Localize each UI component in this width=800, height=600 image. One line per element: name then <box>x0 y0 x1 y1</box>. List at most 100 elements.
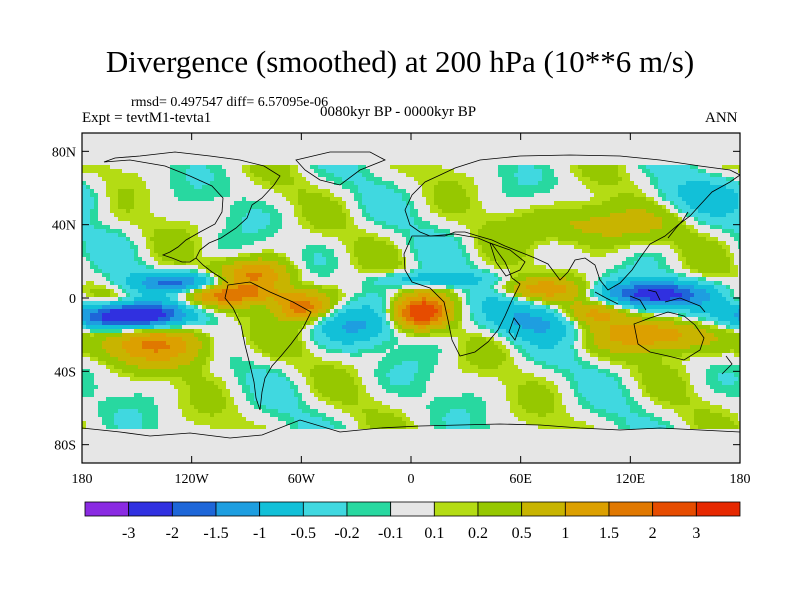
field-cell <box>538 169 543 174</box>
field-cell <box>394 229 399 234</box>
field-cell <box>490 173 495 178</box>
field-cell <box>654 245 659 250</box>
field-cell <box>678 149 683 154</box>
field-cell <box>582 169 587 174</box>
field-cell <box>98 253 103 258</box>
field-cell <box>390 237 395 242</box>
field-cell <box>366 189 371 194</box>
field-cell <box>610 189 615 194</box>
field-cell <box>670 233 675 238</box>
field-cell <box>202 149 207 154</box>
field-cell <box>630 197 635 202</box>
field-cell <box>506 173 511 178</box>
field-cell <box>698 177 703 182</box>
field-cell <box>518 145 523 150</box>
field-cell <box>582 217 587 222</box>
field-cell <box>474 185 479 190</box>
field-cell <box>574 161 579 166</box>
field-cell <box>90 177 95 182</box>
field-cell <box>574 185 579 190</box>
field-cell <box>222 249 227 254</box>
field-cell <box>658 225 663 230</box>
field-cell <box>338 221 343 226</box>
field-cell <box>446 229 451 234</box>
field-cell <box>182 229 187 234</box>
field-cell <box>738 217 740 222</box>
field-cell <box>226 141 231 146</box>
field-cell <box>286 173 291 178</box>
field-cell <box>686 149 691 154</box>
field-cell <box>106 197 111 202</box>
field-cell <box>710 221 715 226</box>
field-cell <box>266 213 271 218</box>
field-cell <box>138 137 143 142</box>
field-cell <box>242 209 247 214</box>
field-cell <box>430 161 435 166</box>
field-cell <box>122 169 127 174</box>
field-cell <box>658 209 663 214</box>
field-cell <box>346 165 351 170</box>
field-cell <box>718 153 723 158</box>
field-cell <box>346 205 351 210</box>
field-cell <box>350 133 355 138</box>
field-cell <box>402 229 407 234</box>
field-cell <box>702 209 707 214</box>
field-cell <box>546 169 551 174</box>
field-cell <box>106 165 111 170</box>
field-cell <box>342 169 347 174</box>
field-cell <box>402 157 407 162</box>
field-cell <box>482 241 487 246</box>
field-cell <box>738 189 740 194</box>
field-cell <box>178 241 183 246</box>
field-cell <box>174 253 179 258</box>
field-cell <box>342 189 347 194</box>
field-cell <box>386 145 391 150</box>
field-cell <box>638 205 643 210</box>
field-cell <box>270 173 275 178</box>
field-cell <box>158 209 163 214</box>
field-cell <box>370 245 375 250</box>
field-cell <box>686 141 691 146</box>
field-cell <box>490 229 495 234</box>
field-cell <box>670 161 675 166</box>
field-cell <box>394 177 399 182</box>
field-cell <box>538 217 543 222</box>
field-cell <box>378 193 383 198</box>
field-cell <box>190 157 195 162</box>
field-cell <box>230 189 235 194</box>
field-cell <box>430 213 435 218</box>
field-cell <box>634 197 639 202</box>
field-cell <box>102 189 107 194</box>
field-cell <box>474 173 479 178</box>
field-cell <box>518 205 523 210</box>
field-cell <box>254 193 259 198</box>
field-cell <box>526 225 531 230</box>
field-cell <box>414 221 419 226</box>
field-cell <box>458 209 463 214</box>
field-cell <box>98 149 103 154</box>
field-cell <box>326 249 331 254</box>
field-cell <box>502 181 507 186</box>
field-cell <box>650 193 655 198</box>
field-cell <box>246 193 251 198</box>
field-cell <box>666 245 671 250</box>
field-cell <box>582 157 587 162</box>
field-cell <box>170 137 175 142</box>
field-cell <box>702 173 707 178</box>
field-cell <box>446 237 451 242</box>
field-cell <box>550 225 555 230</box>
field-cell <box>442 221 447 226</box>
field-cell <box>314 137 319 142</box>
field-cell <box>314 241 319 246</box>
field-cell <box>82 133 87 138</box>
field-cell <box>170 221 175 226</box>
field-cell <box>166 153 171 158</box>
field-cell <box>294 181 299 186</box>
field-cell <box>410 137 415 142</box>
field-cell <box>242 177 247 182</box>
field-cell <box>118 197 123 202</box>
field-cell <box>222 169 227 174</box>
field-cell <box>354 233 359 238</box>
field-cell <box>626 209 631 214</box>
field-cell <box>598 157 603 162</box>
